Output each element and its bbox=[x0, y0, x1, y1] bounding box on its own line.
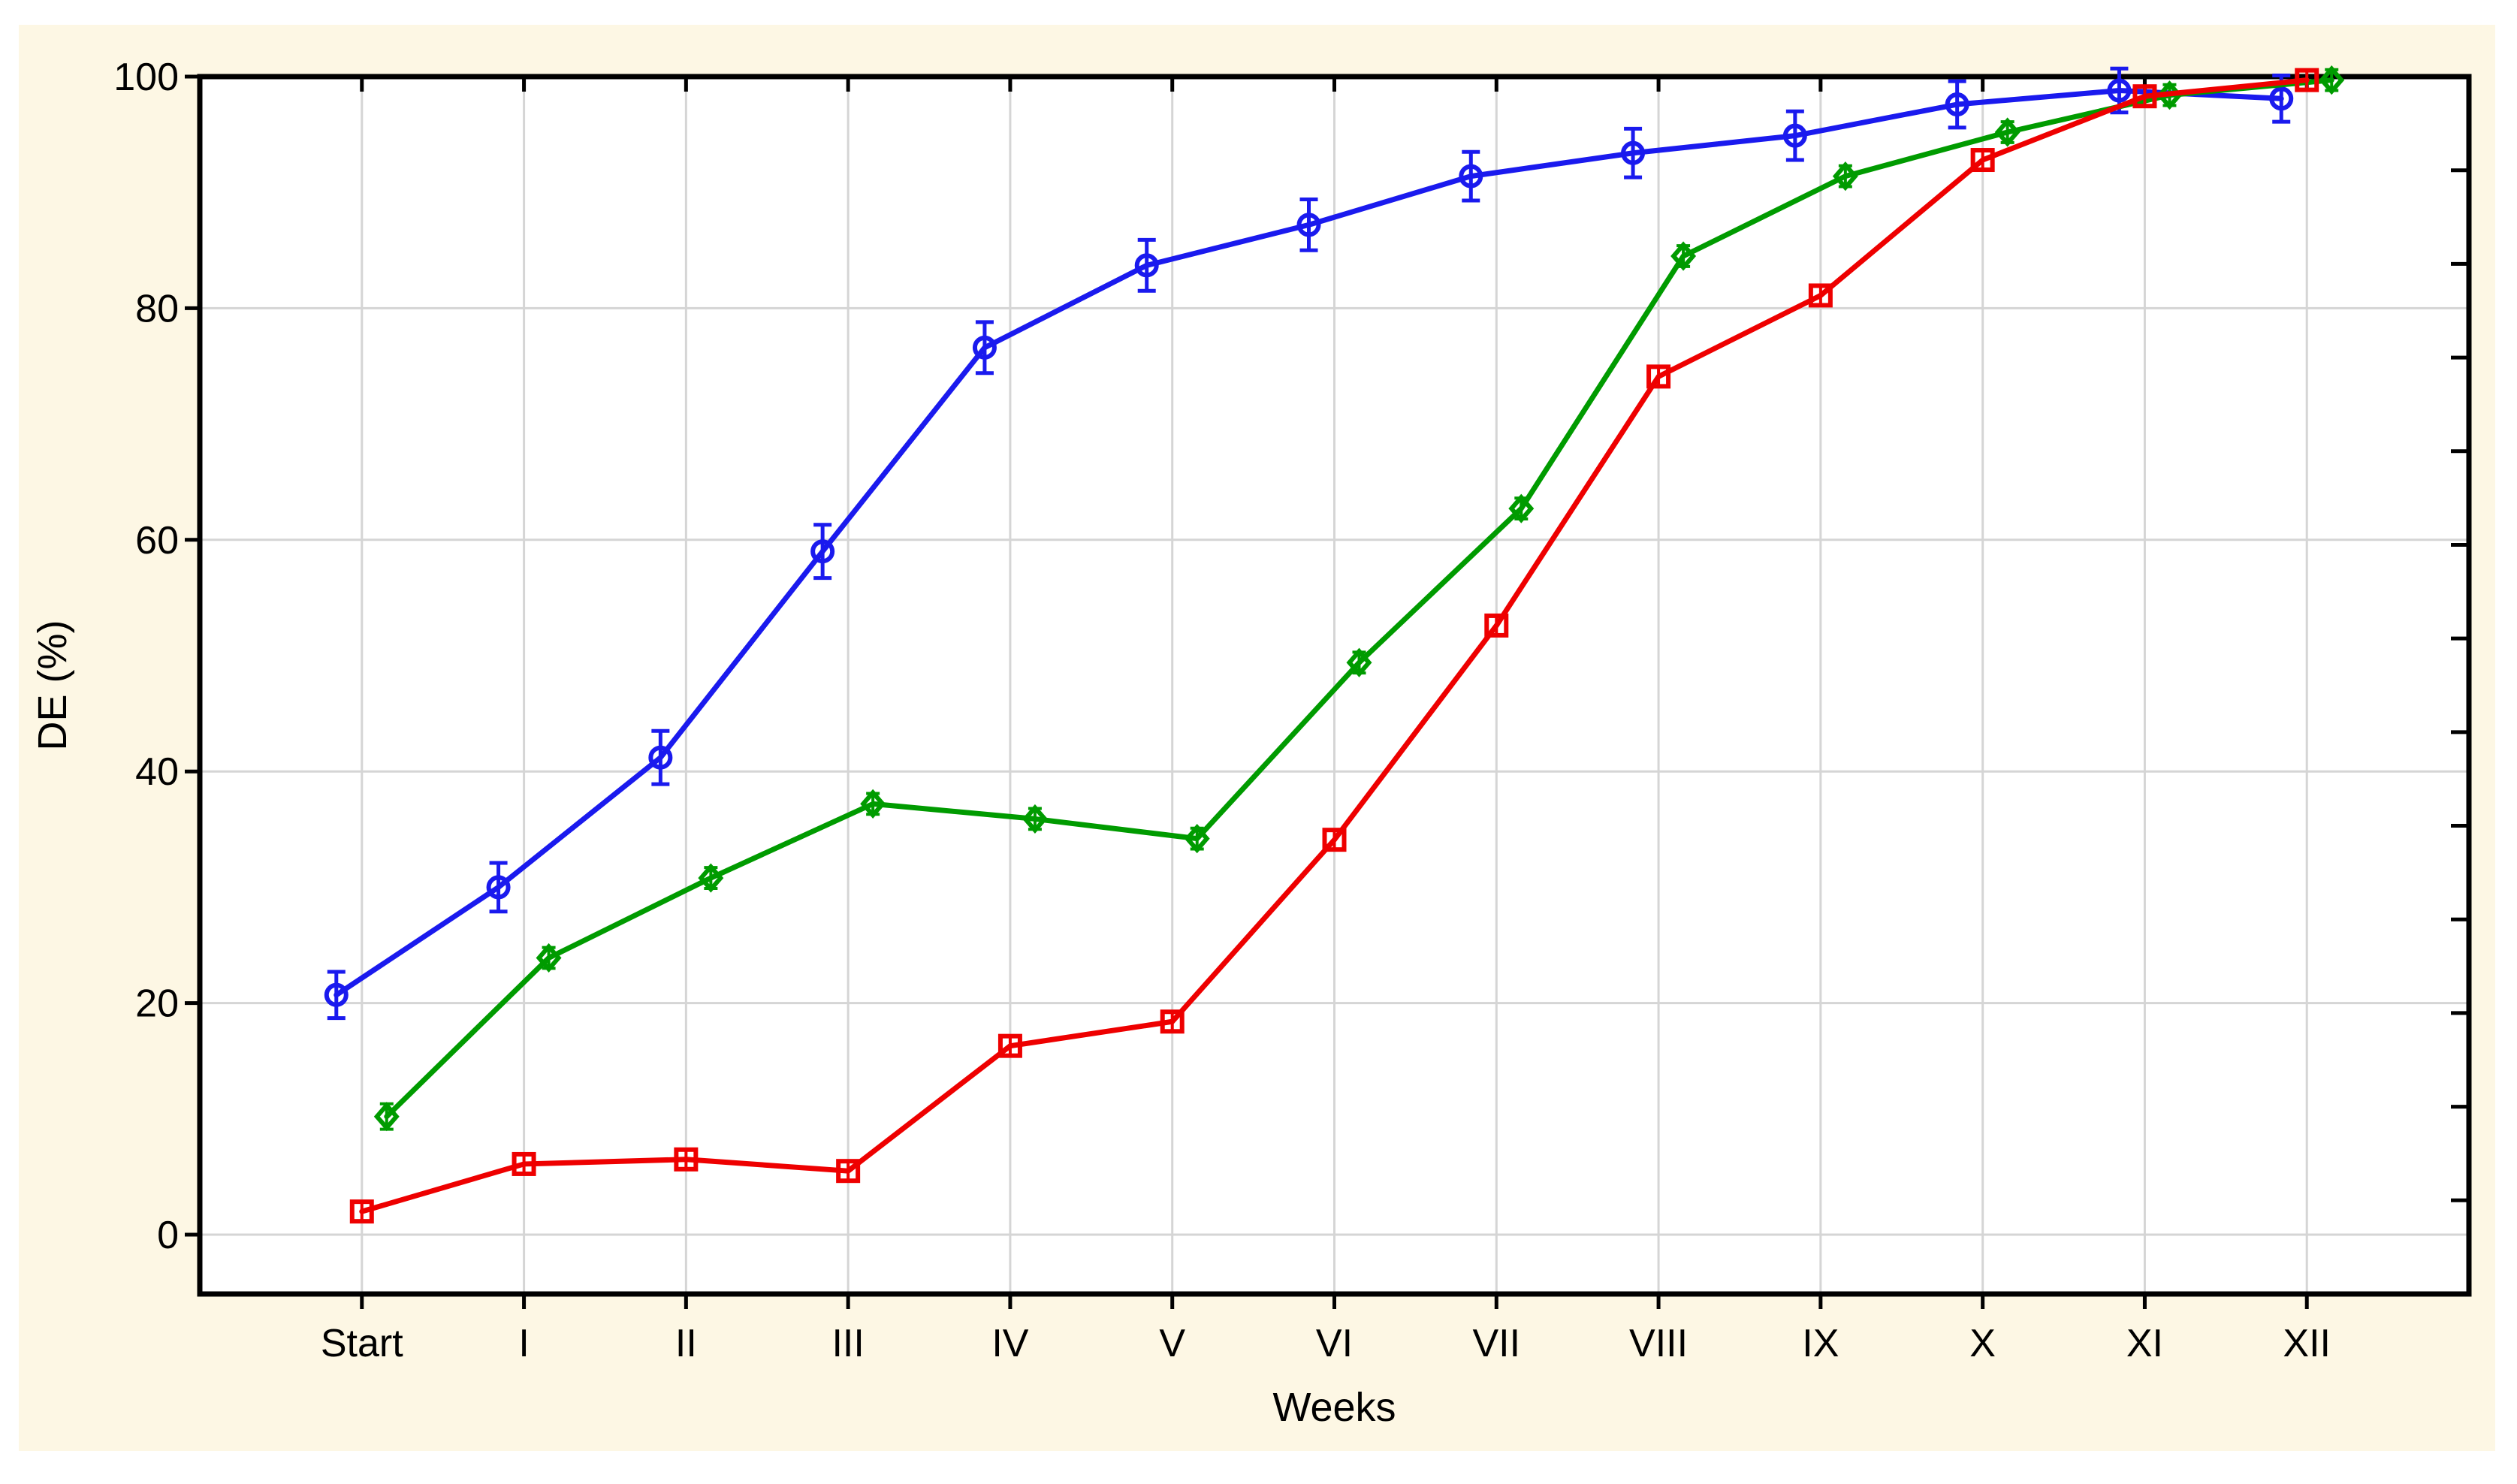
data-point-square bbox=[836, 1159, 861, 1184]
data-point-diamond bbox=[536, 943, 562, 973]
data-point-square bbox=[512, 1151, 536, 1176]
data-point-diamond bbox=[1022, 804, 1048, 834]
blue-circle-series bbox=[324, 66, 2294, 1021]
data-point-square bbox=[1160, 1009, 1185, 1034]
y-axis-title: DE (%) bbox=[30, 620, 75, 751]
x-tick-label-Start: Start bbox=[321, 1322, 403, 1365]
y-tick-label-20: 20 bbox=[135, 982, 179, 1026]
data-point-circle bbox=[486, 875, 511, 900]
data-point-square bbox=[2132, 84, 2157, 109]
green-diamond-series bbox=[373, 65, 2345, 1132]
data-point-circle bbox=[810, 539, 835, 564]
data-point-diamond bbox=[698, 863, 724, 893]
data-point-square bbox=[1808, 283, 1833, 308]
data-point-square bbox=[1484, 613, 1509, 638]
data-point-diamond bbox=[1670, 241, 1697, 271]
data-point-circle bbox=[1782, 123, 1807, 148]
data-point-square bbox=[2295, 68, 2319, 92]
y-tick-label-40: 40 bbox=[135, 750, 179, 794]
data-point-diamond bbox=[860, 789, 886, 819]
x-tick-label-XII: XII bbox=[2283, 1322, 2331, 1365]
data-point-circle bbox=[1459, 164, 1483, 189]
y-tick-label-60: 60 bbox=[135, 519, 179, 563]
data-point-square bbox=[674, 1147, 699, 1172]
data-point-circle bbox=[1296, 213, 1321, 237]
x-tick-label-X: X bbox=[1969, 1322, 1996, 1365]
red-square-series-markers bbox=[349, 68, 2319, 1224]
data-point-diamond bbox=[1508, 493, 1535, 523]
x-tick-label-I: I bbox=[518, 1322, 529, 1365]
data-point-square bbox=[1322, 828, 1347, 852]
data-point-circle bbox=[2107, 78, 2132, 103]
data-point-diamond bbox=[2319, 65, 2345, 95]
x-tick-label-XI: XI bbox=[2126, 1322, 2163, 1365]
data-point-diamond bbox=[1832, 161, 1858, 192]
x-tick-label-II: II bbox=[675, 1322, 697, 1365]
x-axis-title: Weeks bbox=[1272, 1385, 1396, 1430]
data-point-circle bbox=[2269, 86, 2294, 111]
y-tick-label-80: 80 bbox=[135, 287, 179, 330]
data-point-circle bbox=[972, 335, 997, 360]
data-point-square bbox=[1646, 364, 1671, 389]
data-point-circle bbox=[1134, 253, 1159, 278]
data-point-circle bbox=[648, 745, 673, 770]
data-point-diamond bbox=[1346, 647, 1372, 677]
data-point-circle bbox=[1621, 140, 1646, 165]
green-diamond-series-markers bbox=[373, 65, 2345, 1132]
blue-circle-series-markers bbox=[324, 78, 2294, 1007]
red-square-series bbox=[349, 68, 2319, 1224]
data-point-diamond bbox=[1184, 824, 1210, 854]
x-tick-label-IV: IV bbox=[991, 1322, 1028, 1365]
x-tick-label-VI: VI bbox=[1316, 1322, 1353, 1365]
x-tick-label-IX: IX bbox=[1802, 1322, 1839, 1365]
y-tick-label-0: 0 bbox=[157, 1214, 179, 1257]
blue-circle-series-error-bars bbox=[327, 66, 2291, 1021]
y-tick-label-100: 100 bbox=[113, 56, 179, 99]
x-tick-label-VII: VII bbox=[1472, 1322, 1520, 1365]
x-tick-label-V: V bbox=[1159, 1322, 1185, 1365]
data-point-square bbox=[349, 1199, 374, 1224]
data-point-circle bbox=[1945, 92, 1969, 117]
data-point-square bbox=[1970, 148, 1995, 173]
data-point-square bbox=[997, 1033, 1022, 1058]
data-point-diamond bbox=[1994, 117, 2021, 147]
plot-border bbox=[197, 74, 2472, 1297]
data-point-diamond bbox=[373, 1102, 400, 1132]
x-tick-label-VIII: VIII bbox=[1629, 1322, 1688, 1365]
gridlines bbox=[200, 77, 2469, 1294]
x-tick-label-III: III bbox=[831, 1322, 864, 1365]
data-point-circle bbox=[324, 982, 349, 1007]
